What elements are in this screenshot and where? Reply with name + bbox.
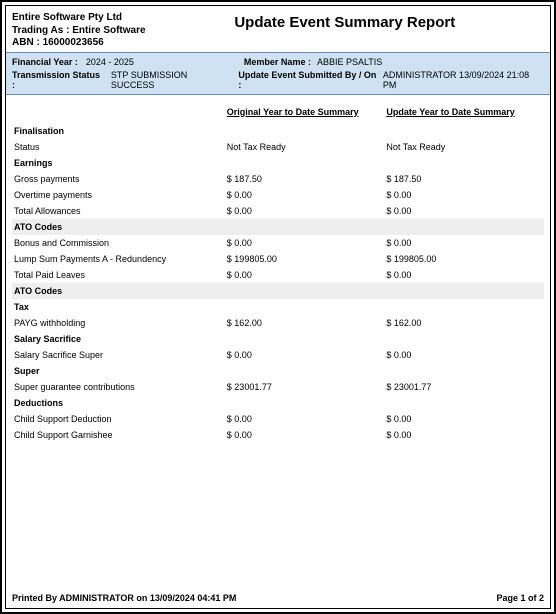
info-bar: Financial Year : 2024 - 2025 Member Name…	[6, 52, 550, 95]
row-lump-sum-a-upd: $ 199805.00	[384, 251, 544, 267]
row-lump-sum-a: Lump Sum Payments A - Redundency $ 19980…	[12, 251, 544, 267]
row-payg-label: PAYG withholding	[12, 315, 225, 331]
row-total-allowances-upd: $ 0.00	[384, 203, 544, 219]
report-title: Update Event Summary Report	[146, 12, 544, 31]
section-salary-sacrifice-label: Salary Sacrifice	[12, 331, 225, 347]
row-total-allowances: Total Allowances $ 0.00 $ 0.00	[12, 203, 544, 219]
row-sgc-orig: $ 23001.77	[225, 379, 385, 395]
row-ss-super-orig: $ 0.00	[225, 347, 385, 363]
row-bonus-commission-label: Bonus and Commission	[12, 235, 225, 251]
submitted-by-value: ADMINISTRATOR 13/09/2024 21:08 PM	[383, 70, 544, 90]
row-sgc-upd: $ 23001.77	[384, 379, 544, 395]
row-ss-super-label: Salary Sacrifice Super	[12, 347, 225, 363]
row-total-allowances-label: Total Allowances	[12, 203, 225, 219]
section-earnings: Earnings	[12, 155, 544, 171]
row-lump-sum-a-label: Lump Sum Payments A - Redundency	[12, 251, 225, 267]
footer-page: Page 1 of 2	[496, 593, 544, 603]
info-row-1: Financial Year : 2024 - 2025 Member Name…	[12, 57, 544, 67]
row-sgc-label: Super guarantee contributions	[12, 379, 225, 395]
abn-label: ABN :	[12, 37, 40, 48]
row-total-paid-leaves-label: Total Paid Leaves	[12, 267, 225, 283]
section-finalisation-label: Finalisation	[12, 123, 225, 139]
row-payg: PAYG withholding $ 162.00 $ 162.00	[12, 315, 544, 331]
trading-as-label: Trading As :	[12, 25, 69, 36]
section-deductions-label: Deductions	[12, 395, 225, 411]
row-status-orig: Not Tax Ready	[225, 139, 385, 155]
row-gross-payments-upd: $ 187.50	[384, 171, 544, 187]
section-deductions: Deductions	[12, 395, 544, 411]
financial-year-label: Financial Year :	[12, 57, 78, 67]
footer-printed-by: Printed By ADMINISTRATOR on 13/09/2024 0…	[12, 593, 236, 603]
col-original: Original Year to Date Summary	[225, 99, 385, 123]
row-overtime-payments: Overtime payments $ 0.00 $ 0.00	[12, 187, 544, 203]
row-gross-payments-label: Gross payments	[12, 171, 225, 187]
submitted-by-label: Update Event Submitted By / On :	[238, 70, 381, 90]
row-payg-orig: $ 162.00	[225, 315, 385, 331]
row-overtime-payments-label: Overtime payments	[12, 187, 225, 203]
section-super-label: Super	[12, 363, 225, 379]
row-gross-payments: Gross payments $ 187.50 $ 187.50	[12, 171, 544, 187]
col-update: Update Year to Date Summary	[384, 99, 544, 123]
abn-line: ABN : 16000023656	[12, 37, 146, 50]
row-csg-orig: $ 0.00	[225, 427, 385, 443]
report-page: Entire Software Pty Ltd Trading As : Ent…	[0, 0, 556, 614]
section-salary-sacrifice: Salary Sacrifice	[12, 331, 544, 347]
row-ss-super: Salary Sacrifice Super $ 0.00 $ 0.00	[12, 347, 544, 363]
financial-year-value: 2024 - 2025	[86, 57, 134, 67]
row-csd-label: Child Support Deduction	[12, 411, 225, 427]
section-ato-codes-2: ATO Codes	[12, 283, 544, 299]
row-total-allowances-orig: $ 0.00	[225, 203, 385, 219]
transmission-status-value: STP SUBMISSION SUCCESS	[111, 70, 233, 90]
row-bonus-commission: Bonus and Commission $ 0.00 $ 0.00	[12, 235, 544, 251]
row-csg-upd: $ 0.00	[384, 427, 544, 443]
member-name-value: ABBIE PSALTIS	[317, 57, 382, 67]
abn-value: 16000023656	[43, 37, 104, 48]
report-table: Original Year to Date Summary Update Yea…	[12, 99, 544, 443]
section-earnings-label: Earnings	[12, 155, 225, 171]
member-name-label: Member Name :	[244, 57, 311, 67]
report-footer: Printed By ADMINISTRATOR on 13/09/2024 0…	[6, 590, 550, 608]
section-ato-codes-1: ATO Codes	[12, 219, 544, 235]
company-name: Entire Software Pty Ltd	[12, 12, 146, 25]
row-status-label: Status	[12, 139, 225, 155]
report-content: Original Year to Date Summary Update Yea…	[6, 95, 550, 591]
info-row-2: Transmission Status : STP SUBMISSION SUC…	[12, 70, 544, 90]
row-total-paid-leaves: Total Paid Leaves $ 0.00 $ 0.00	[12, 267, 544, 283]
row-csd-orig: $ 0.00	[225, 411, 385, 427]
section-finalisation: Finalisation	[12, 123, 544, 139]
section-super: Super	[12, 363, 544, 379]
row-overtime-payments-upd: $ 0.00	[384, 187, 544, 203]
row-ss-super-upd: $ 0.00	[384, 347, 544, 363]
row-status: Status Not Tax Ready Not Tax Ready	[12, 139, 544, 155]
column-header-row: Original Year to Date Summary Update Yea…	[12, 99, 544, 123]
row-sgc: Super guarantee contributions $ 23001.77…	[12, 379, 544, 395]
row-gross-payments-orig: $ 187.50	[225, 171, 385, 187]
section-ato-codes-2-label: ATO Codes	[12, 283, 225, 299]
section-ato-codes-1-label: ATO Codes	[12, 219, 225, 235]
row-csg-label: Child Support Garnishee	[12, 427, 225, 443]
report-header: Entire Software Pty Ltd Trading As : Ent…	[6, 6, 550, 52]
trading-as-value: Entire Software	[72, 25, 145, 36]
report-inner: Entire Software Pty Ltd Trading As : Ent…	[5, 5, 551, 609]
row-bonus-commission-orig: $ 0.00	[225, 235, 385, 251]
row-csd: Child Support Deduction $ 0.00 $ 0.00	[12, 411, 544, 427]
section-tax: Tax	[12, 299, 544, 315]
row-csd-upd: $ 0.00	[384, 411, 544, 427]
row-lump-sum-a-orig: $ 199805.00	[225, 251, 385, 267]
row-status-upd: Not Tax Ready	[384, 139, 544, 155]
row-bonus-commission-upd: $ 0.00	[384, 235, 544, 251]
row-total-paid-leaves-upd: $ 0.00	[384, 267, 544, 283]
row-csg: Child Support Garnishee $ 0.00 $ 0.00	[12, 427, 544, 443]
row-payg-upd: $ 162.00	[384, 315, 544, 331]
row-total-paid-leaves-orig: $ 0.00	[225, 267, 385, 283]
company-block: Entire Software Pty Ltd Trading As : Ent…	[12, 12, 146, 50]
section-tax-label: Tax	[12, 299, 225, 315]
row-overtime-payments-orig: $ 0.00	[225, 187, 385, 203]
transmission-status-label: Transmission Status :	[12, 70, 105, 90]
trading-as-line: Trading As : Entire Software	[12, 25, 146, 38]
